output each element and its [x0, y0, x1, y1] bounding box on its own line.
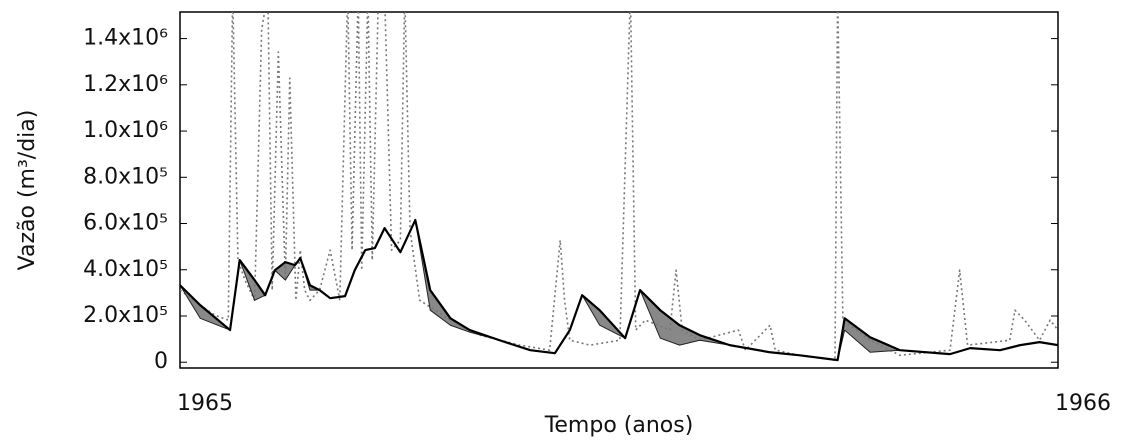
- y-tick-label: 1.2x10⁶: [83, 72, 168, 97]
- x-tick-label: 1965: [177, 391, 233, 416]
- plot-area: [180, 12, 1058, 362]
- x-axis-label: Tempo (anos): [544, 413, 694, 438]
- x-tick-label: 1966: [1055, 391, 1111, 416]
- y-tick-label: 2.0x10⁵: [83, 303, 168, 328]
- series-line: [180, 12, 1058, 361]
- series-line: [180, 218, 1058, 362]
- plot-frame: [179, 11, 1059, 369]
- series-line: [180, 219, 1058, 361]
- y-tick-label: 1.4x10⁶: [83, 26, 168, 51]
- y-axis-label: Vazão (m³/dia): [15, 110, 40, 271]
- y-tick-label: 6.0x10⁵: [83, 211, 168, 236]
- y-tick-label: 4.0x10⁵: [83, 257, 168, 282]
- y-tick-label: 8.0x10⁵: [83, 164, 168, 189]
- y-tick-label: 0: [154, 349, 168, 374]
- y-tick-label: 1.0x10⁶: [83, 118, 168, 143]
